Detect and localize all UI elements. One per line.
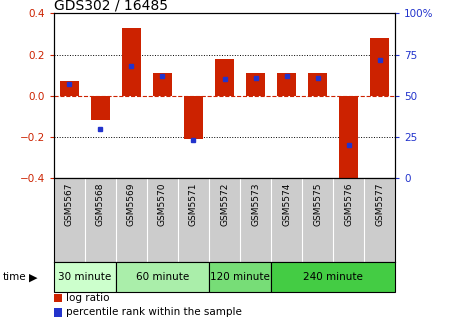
Bar [308, 73, 327, 96]
Bar [215, 59, 234, 96]
Text: GDS302 / 16485: GDS302 / 16485 [54, 0, 168, 12]
Bar [122, 28, 141, 96]
Text: GSM5574: GSM5574 [282, 182, 291, 226]
Text: GSM5577: GSM5577 [375, 182, 384, 226]
Bar [370, 38, 389, 96]
Bar [91, 96, 110, 121]
Text: GSM5576: GSM5576 [344, 182, 353, 226]
Text: GSM5570: GSM5570 [158, 182, 167, 226]
Text: GSM5567: GSM5567 [65, 182, 74, 226]
Text: 60 minute: 60 minute [136, 272, 189, 282]
Text: GSM5572: GSM5572 [220, 182, 229, 226]
Text: ▶: ▶ [29, 273, 38, 283]
Text: 120 minute: 120 minute [210, 272, 270, 282]
Text: GSM5569: GSM5569 [127, 182, 136, 226]
Text: 30 minute: 30 minute [58, 272, 111, 282]
Text: log ratio: log ratio [66, 293, 110, 303]
Bar [277, 73, 296, 96]
Text: 240 minute: 240 minute [303, 272, 363, 282]
Bar [271, 262, 395, 292]
Text: GSM5575: GSM5575 [313, 182, 322, 226]
Bar [116, 262, 209, 292]
Bar [60, 81, 79, 96]
Text: GSM5568: GSM5568 [96, 182, 105, 226]
Bar [153, 73, 172, 96]
Text: GSM5573: GSM5573 [251, 182, 260, 226]
Text: GSM5571: GSM5571 [189, 182, 198, 226]
Bar [209, 262, 271, 292]
Text: time: time [2, 272, 26, 282]
Bar [54, 262, 116, 292]
Bar [184, 96, 203, 139]
Text: percentile rank within the sample: percentile rank within the sample [66, 307, 242, 317]
Bar [246, 73, 265, 96]
Bar [339, 96, 358, 182]
